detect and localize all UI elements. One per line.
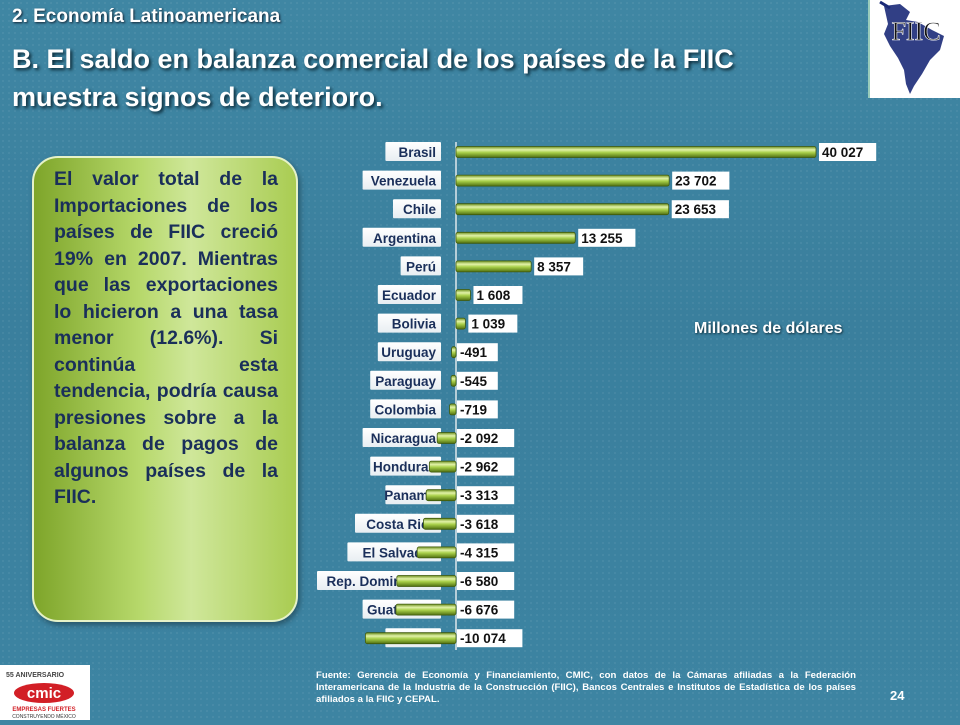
value-label-box bbox=[457, 600, 515, 619]
category-label: Honduras bbox=[373, 460, 436, 475]
value-label-box bbox=[457, 343, 498, 362]
page-number: 24 bbox=[890, 688, 905, 703]
category-label-box bbox=[362, 428, 441, 447]
summary-panel: El valor total de la Importaciones de lo… bbox=[32, 156, 298, 622]
value-label-box bbox=[457, 429, 515, 447]
category-label: Argentina bbox=[373, 231, 436, 246]
category-label: Perú bbox=[406, 259, 436, 274]
bar bbox=[455, 203, 670, 216]
cmic-tagline2: CONSTRUYENDO MÉXICO bbox=[12, 713, 76, 720]
value-label-box bbox=[457, 543, 515, 562]
value-label-box bbox=[671, 200, 729, 219]
category-label-box bbox=[385, 142, 441, 161]
category-label: Brasil bbox=[398, 145, 436, 160]
value-label-box bbox=[473, 286, 523, 304]
value-label: -6 676 bbox=[460, 603, 499, 618]
value-label: 40 027 bbox=[822, 145, 863, 160]
bar bbox=[428, 460, 457, 473]
bar bbox=[450, 374, 457, 387]
value-label-box bbox=[457, 629, 523, 648]
value-label: 8 357 bbox=[537, 259, 571, 274]
value-label-box bbox=[534, 257, 584, 276]
category-label-box bbox=[377, 342, 441, 362]
value-label: -3 313 bbox=[460, 488, 499, 503]
cmic-tagline1: EMPRESAS FUERTES bbox=[12, 707, 75, 713]
units-label: Millones de dólares bbox=[694, 320, 843, 337]
bar bbox=[436, 432, 457, 444]
category-label-box bbox=[362, 170, 441, 190]
cmic-anniversary: 55 ANIVERSARIO bbox=[6, 672, 65, 679]
category-label: Paraguay bbox=[375, 374, 436, 389]
value-label: -2 092 bbox=[460, 431, 498, 446]
value-label: 23 653 bbox=[675, 202, 717, 217]
category-label: Uruguay bbox=[381, 345, 436, 360]
bar bbox=[449, 403, 457, 416]
category-label: Costa Rica bbox=[366, 517, 436, 532]
bar bbox=[423, 517, 457, 530]
bar bbox=[455, 146, 817, 158]
fiic-logo: FIIC bbox=[868, 0, 960, 98]
value-label-box bbox=[578, 228, 636, 247]
bar bbox=[425, 489, 457, 502]
bar bbox=[451, 346, 457, 359]
category-label-box bbox=[370, 456, 441, 476]
bar bbox=[455, 174, 670, 187]
value-label: -491 bbox=[460, 345, 488, 360]
category-label-box bbox=[370, 399, 441, 419]
bar bbox=[455, 289, 471, 301]
section-title: 2. Economía Latinoamericana bbox=[12, 6, 281, 27]
category-label-box bbox=[355, 513, 441, 533]
summary-text: El valor total de la Importaciones de lo… bbox=[54, 168, 278, 508]
category-label-box bbox=[400, 256, 441, 276]
value-label: 1 608 bbox=[476, 288, 510, 303]
category-label-box bbox=[377, 313, 441, 333]
value-label: -4 315 bbox=[460, 545, 499, 560]
category-label: Nicaragua bbox=[371, 431, 437, 446]
value-label: 13 255 bbox=[581, 231, 623, 246]
category-label: Colombia bbox=[374, 402, 436, 417]
value-label: -545 bbox=[460, 374, 488, 389]
value-label: -10 074 bbox=[460, 631, 506, 646]
value-label: -3 618 bbox=[460, 517, 499, 532]
value-label: -6 580 bbox=[460, 574, 498, 589]
value-label: -719 bbox=[460, 402, 487, 417]
category-label: Chile bbox=[403, 202, 436, 217]
category-label: Bolivia bbox=[392, 317, 437, 332]
bar bbox=[395, 603, 457, 616]
cmic-name: cmic bbox=[27, 685, 61, 702]
bar bbox=[416, 546, 457, 559]
value-label: 23 702 bbox=[675, 174, 716, 189]
value-label-box bbox=[457, 457, 515, 476]
cmic-logo: 55 ANIVERSARIO cmic EMPRESAS FUERTES CON… bbox=[0, 665, 90, 720]
category-label-box bbox=[362, 227, 441, 247]
value-label-box bbox=[457, 486, 515, 505]
source-note: Fuente: Gerencia de Economía y Financiam… bbox=[316, 670, 856, 705]
category-label: Ecuador bbox=[382, 288, 437, 303]
value-label-box bbox=[457, 371, 498, 390]
bar bbox=[455, 317, 466, 330]
value-label-box bbox=[457, 572, 515, 590]
value-label-box bbox=[468, 314, 518, 333]
category-label-box bbox=[393, 199, 441, 219]
value-label: -2 962 bbox=[460, 460, 498, 475]
category-label: Panamá bbox=[384, 488, 436, 503]
bar bbox=[364, 632, 457, 645]
category-label: Venezuela bbox=[371, 174, 437, 189]
bar bbox=[455, 231, 576, 244]
bar bbox=[455, 260, 532, 273]
category-label-box bbox=[370, 370, 441, 390]
value-label: 1 039 bbox=[471, 317, 505, 332]
value-label-box bbox=[457, 514, 515, 533]
page-title: B. El saldo en balanza comercial de los … bbox=[12, 44, 734, 112]
value-label-box bbox=[457, 400, 498, 419]
value-label-box bbox=[819, 143, 877, 161]
value-label-box bbox=[672, 171, 730, 190]
bar bbox=[396, 575, 457, 587]
fiic-logo-text: FIIC bbox=[891, 17, 940, 46]
category-label-box bbox=[377, 285, 441, 304]
